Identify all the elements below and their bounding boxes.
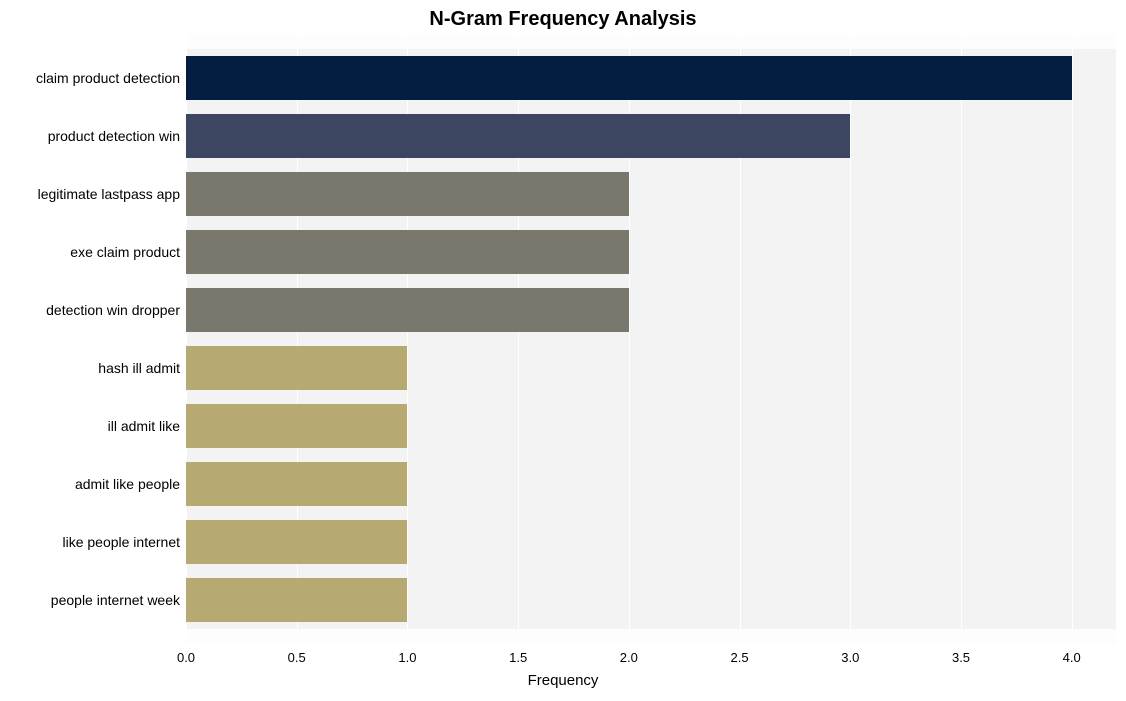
y-tick-label: legitimate lastpass app xyxy=(38,186,180,202)
bar xyxy=(186,346,407,390)
x-tick: 4.0 xyxy=(1063,650,1081,665)
chart-title: N-Gram Frequency Analysis xyxy=(0,8,1126,31)
ngram-chart: N-Gram Frequency Analysis Frequency 0.0 0… xyxy=(0,0,1126,701)
y-tick-label: like people internet xyxy=(62,534,180,550)
x-tick: 0.5 xyxy=(288,650,306,665)
y-tick-label: hash ill admit xyxy=(98,360,180,376)
x-tick: 1.0 xyxy=(398,650,416,665)
x-tick: 2.5 xyxy=(731,650,749,665)
gridline xyxy=(850,34,851,644)
x-axis-label: Frequency xyxy=(0,672,1126,689)
y-tick-label: detection win dropper xyxy=(46,302,180,318)
x-tick: 1.5 xyxy=(509,650,527,665)
y-tick-label: product detection win xyxy=(48,128,180,144)
gridline xyxy=(961,34,962,644)
y-tick-label: people internet week xyxy=(51,592,180,608)
gridline xyxy=(1072,34,1073,644)
y-tick-label: admit like people xyxy=(75,476,180,492)
bar xyxy=(186,288,629,332)
bar xyxy=(186,462,407,506)
bar xyxy=(186,114,850,158)
y-tick-label: claim product detection xyxy=(36,70,180,86)
x-tick: 3.5 xyxy=(952,650,970,665)
bar xyxy=(186,172,629,216)
x-tick: 3.0 xyxy=(841,650,859,665)
x-tick: 0.0 xyxy=(177,650,195,665)
bar xyxy=(186,56,1072,100)
y-tick-label: ill admit like xyxy=(108,418,180,434)
bar xyxy=(186,520,407,564)
bar xyxy=(186,230,629,274)
bar xyxy=(186,578,407,622)
x-tick: 2.0 xyxy=(620,650,638,665)
bar xyxy=(186,404,407,448)
plot-area xyxy=(186,34,1116,644)
y-tick-label: exe claim product xyxy=(70,244,180,260)
